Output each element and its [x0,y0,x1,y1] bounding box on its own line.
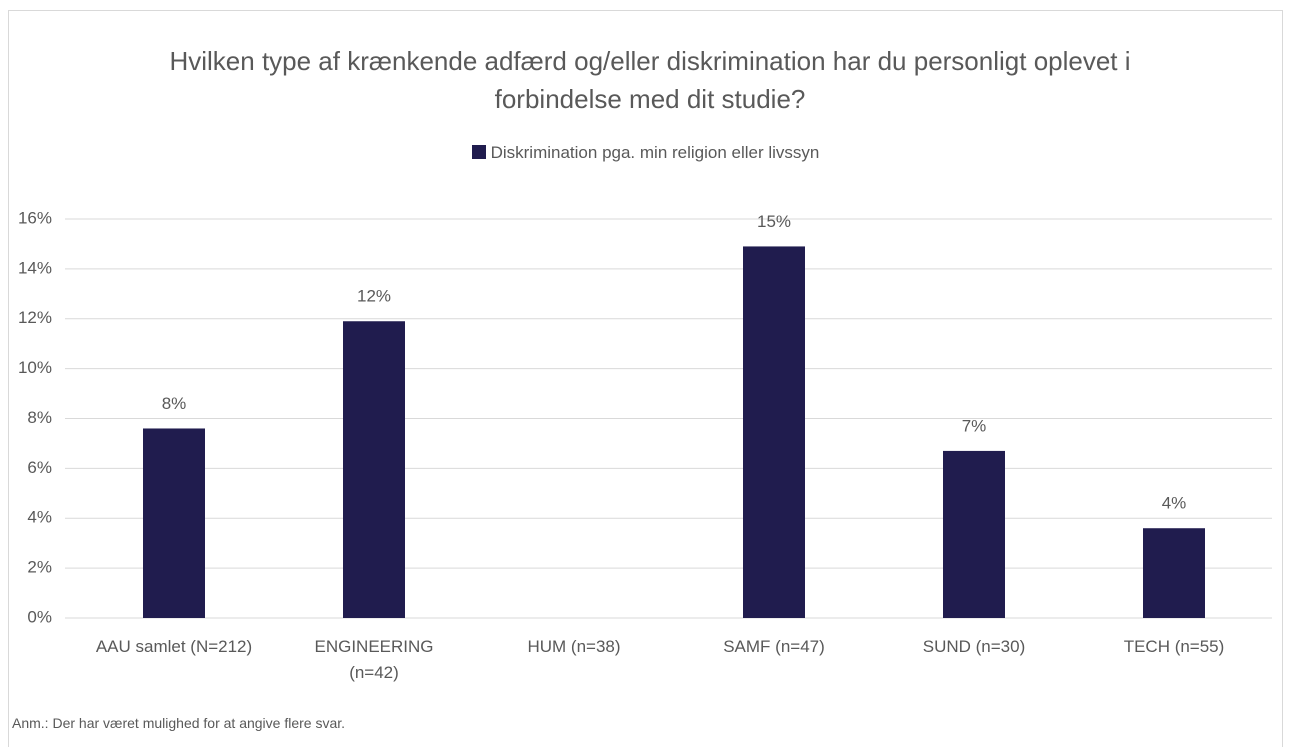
note: Anm.: Der har været mulighed for at angi… [12,715,346,731]
bar [943,450,1005,618]
bar [1143,528,1205,618]
bar [343,321,405,618]
y-tick-label: 8% [27,408,52,427]
y-tick-label: 2% [27,558,52,577]
x-tick-label: TECH (n=55) [1123,637,1225,656]
legend: Diskrimination pga. min religion eller l… [0,143,1291,163]
x-tick-label: AAU samlet (N=212) [95,637,253,656]
y-tick-label: 10% [18,358,52,377]
bar [743,246,805,618]
data-label: 12% [357,287,391,306]
x-tick-label: ENGINEERING (n=42) [314,637,434,682]
data-label: 4% [1162,494,1187,513]
chart-border [8,10,1283,747]
y-tick-label: 16% [18,208,52,227]
x-tick-label: HUM (n=38) [527,637,621,656]
y-tick-label: 12% [18,308,52,327]
data-label: 8% [162,394,187,413]
y-tick-label: 6% [27,458,52,477]
y-tick-label: 14% [18,258,52,277]
data-label: 7% [962,416,987,435]
legend-swatch [471,145,486,159]
bar [143,428,205,618]
legend-label: Diskrimination pga. min religion eller l… [490,143,820,162]
y-tick-label: 4% [27,508,52,527]
x-tick-label: SUND (n=30) [922,637,1026,656]
y-tick-label: 0% [27,607,52,626]
chart-title: Hvilken type af krænkende adfærd og/elle… [169,46,1131,114]
x-tick-label: SAMF (n=47) [723,637,825,656]
data-label: 15% [757,212,791,231]
